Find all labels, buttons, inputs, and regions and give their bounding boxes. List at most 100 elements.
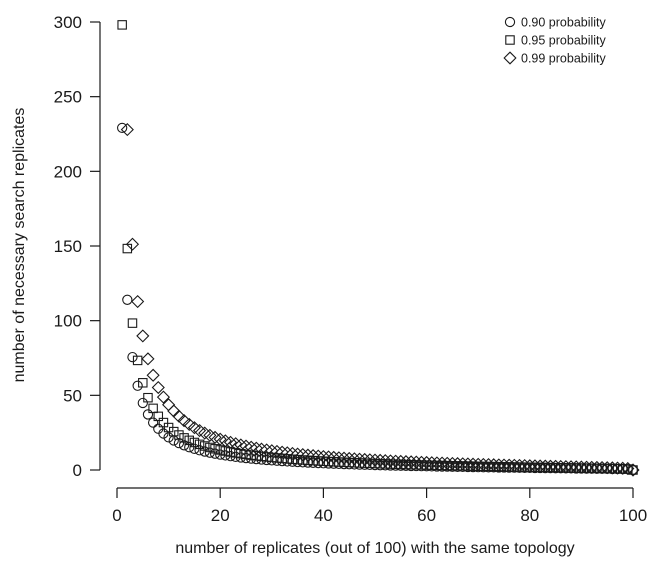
data-point-diamond bbox=[430, 456, 444, 470]
x-tick-label: 40 bbox=[314, 506, 333, 525]
data-point-diamond bbox=[466, 457, 480, 471]
data-point-diamond bbox=[146, 368, 160, 382]
data-point-diamond bbox=[280, 446, 294, 460]
data-point-diamond bbox=[616, 461, 630, 475]
data-point-diamond bbox=[254, 442, 269, 456]
data-point-square bbox=[143, 392, 153, 403]
data-point-square bbox=[169, 426, 179, 437]
data-point-diamond bbox=[285, 446, 300, 461]
data-point-diamond bbox=[502, 458, 516, 472]
data-point-square bbox=[256, 451, 267, 462]
data-point-diamond bbox=[249, 441, 263, 455]
data-point-diamond bbox=[554, 459, 568, 474]
data-point-diamond bbox=[471, 457, 485, 471]
data-point-diamond bbox=[383, 454, 398, 468]
data-point-square bbox=[261, 452, 272, 462]
data-point-square bbox=[117, 20, 127, 30]
data-point-diamond bbox=[487, 458, 501, 472]
data-point-diamond bbox=[579, 460, 594, 474]
data-point-square bbox=[205, 442, 215, 453]
data-point-diamond bbox=[265, 444, 279, 458]
data-point-diamond bbox=[306, 449, 320, 463]
data-point-diamond bbox=[347, 452, 361, 466]
data-point-diamond bbox=[177, 414, 191, 428]
x-tick-label: 0 bbox=[112, 506, 121, 525]
data-point-square bbox=[138, 378, 148, 388]
x-tick-label: 80 bbox=[520, 506, 539, 525]
data-point-diamond bbox=[497, 458, 511, 472]
data-point-circle bbox=[117, 122, 128, 134]
data-point-circle bbox=[173, 437, 185, 449]
data-point-square bbox=[251, 451, 262, 461]
data-point-diamond bbox=[569, 460, 583, 474]
data-point-diamond bbox=[301, 448, 315, 462]
data-point-diamond bbox=[311, 449, 325, 463]
data-point-diamond bbox=[605, 461, 619, 475]
data-point-circle bbox=[137, 397, 148, 409]
data-point-square bbox=[230, 448, 241, 458]
data-point-square bbox=[617, 464, 628, 474]
data-point-square bbox=[623, 464, 633, 474]
data-point-diamond bbox=[626, 463, 640, 477]
data-point-square bbox=[236, 448, 246, 459]
data-point-diamond bbox=[414, 455, 429, 469]
data-point-diamond bbox=[585, 460, 599, 474]
data-point-diamond bbox=[223, 435, 238, 449]
data-point-square bbox=[148, 403, 158, 414]
data-point-diamond bbox=[559, 460, 573, 474]
data-point-diamond bbox=[131, 294, 145, 309]
data-point-diamond bbox=[425, 456, 439, 470]
data-point-circle bbox=[168, 435, 179, 446]
data-point-diamond bbox=[296, 448, 310, 462]
data-point-diamond bbox=[440, 456, 454, 470]
data-point-diamond bbox=[321, 450, 336, 464]
data-point-diamond bbox=[549, 459, 563, 473]
y-tick-label: 250 bbox=[54, 88, 82, 107]
data-point-diamond bbox=[399, 455, 413, 469]
data-point-diamond bbox=[538, 459, 552, 473]
data-point-square bbox=[158, 417, 169, 428]
data-point-square bbox=[246, 450, 256, 460]
x-axis-title: number of replicates (out of 100) with t… bbox=[175, 540, 574, 557]
y-tick-label: 200 bbox=[54, 162, 82, 181]
data-point-diamond bbox=[595, 460, 609, 475]
data-point-diamond bbox=[481, 458, 496, 472]
legend: 0.90 probability 0.95 probability 0.99 pro… bbox=[503, 16, 607, 66]
data-point-diamond bbox=[590, 460, 604, 474]
data-point-square bbox=[153, 411, 164, 422]
data-point-diamond bbox=[507, 458, 521, 472]
data-point-square bbox=[199, 441, 210, 451]
legend-label: 0.90 probability bbox=[521, 16, 607, 30]
y-tick-label: 150 bbox=[54, 237, 82, 256]
data-point-diamond bbox=[610, 461, 625, 475]
data-point-circle bbox=[142, 409, 154, 420]
data-point-circle bbox=[178, 440, 190, 451]
data-point-diamond bbox=[476, 457, 490, 472]
data-point-diamond bbox=[456, 457, 470, 471]
data-point-diamond bbox=[327, 450, 341, 464]
data-point-diamond bbox=[141, 352, 155, 366]
data-point-diamond bbox=[234, 438, 248, 452]
data-point-square bbox=[267, 452, 277, 463]
legend-marker-circle bbox=[504, 16, 516, 28]
y-tick-label: 50 bbox=[63, 386, 82, 405]
data-point-diamond bbox=[229, 437, 243, 451]
data-point-diamond bbox=[574, 460, 588, 474]
data-point-diamond bbox=[239, 439, 253, 453]
data-point-diamond bbox=[342, 451, 356, 466]
data-point-diamond bbox=[358, 452, 372, 467]
x-tick-label: 100 bbox=[619, 506, 647, 525]
data-point-diamond bbox=[213, 432, 227, 446]
data-point-diamond bbox=[378, 454, 392, 468]
data-point-circle bbox=[147, 417, 159, 428]
data-point-diamond bbox=[120, 123, 134, 137]
data-point-diamond bbox=[600, 461, 614, 475]
data-point-diamond bbox=[373, 453, 387, 467]
data-point-diamond bbox=[461, 457, 475, 471]
x-ticks: 0 20 40 60 80 100 bbox=[112, 488, 647, 525]
legend-marker-square bbox=[505, 35, 515, 45]
data-point-diamond bbox=[156, 390, 171, 404]
data-point-diamond bbox=[136, 329, 150, 343]
data-point-diamond bbox=[543, 459, 558, 473]
